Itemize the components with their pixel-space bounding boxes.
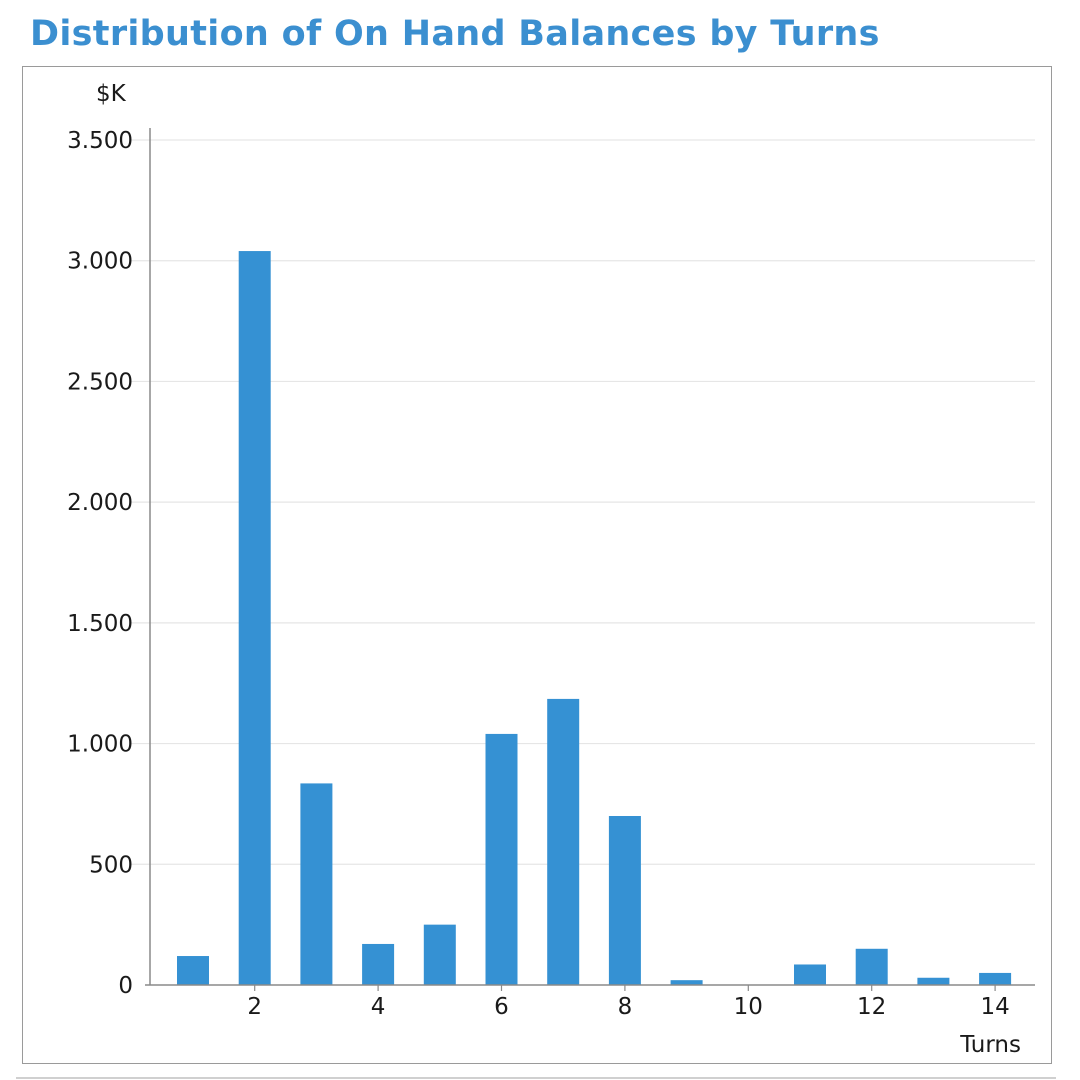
bar-turns-14 bbox=[979, 972, 1012, 985]
bar-turns-2 bbox=[238, 251, 271, 986]
bar-turns-13 bbox=[917, 977, 950, 985]
bars bbox=[177, 251, 1012, 986]
x-tick-label-3: 8 bbox=[618, 994, 633, 1020]
y-tick-label-1: 500 bbox=[89, 852, 133, 878]
y-tick-label-4: 2.000 bbox=[67, 490, 133, 516]
bar-turns-8 bbox=[608, 816, 641, 985]
y-tick-label-0: 0 bbox=[118, 973, 133, 999]
bar-turns-4 bbox=[362, 943, 395, 985]
y-tick-label-7: 3.500 bbox=[67, 128, 133, 154]
bar-turns-1 bbox=[177, 956, 209, 985]
bar-turns-3 bbox=[300, 783, 333, 985]
x-tick-labels: 2 4 6 8 10 12 14 bbox=[247, 985, 1010, 1020]
x-tick-label-5: 12 bbox=[857, 994, 886, 1020]
axes bbox=[145, 128, 1035, 986]
bar-turns-7 bbox=[547, 698, 580, 985]
gridlines bbox=[130, 139, 1035, 865]
x-tick-label-0: 2 bbox=[247, 994, 262, 1020]
bar-turns-11 bbox=[794, 964, 826, 985]
y-axis-label: $K bbox=[96, 81, 127, 107]
bar-turns-5 bbox=[423, 924, 456, 985]
x-tick-label-2: 6 bbox=[494, 994, 509, 1020]
bar-turns-12 bbox=[855, 948, 888, 985]
bottom-divider bbox=[16, 1077, 1056, 1079]
bar-turns-6 bbox=[485, 733, 518, 985]
chart-title: Distribution of On Hand Balances by Turn… bbox=[30, 14, 880, 54]
y-tick-label-6: 3.000 bbox=[67, 249, 133, 275]
x-axis-label: Turns bbox=[959, 1032, 1021, 1058]
x-tick-label-1: 4 bbox=[371, 994, 386, 1020]
x-tick-label-4: 10 bbox=[734, 994, 763, 1020]
y-tick-labels: 0 500 1.000 1.500 2.000 2.500 3.000 3.500 bbox=[67, 128, 133, 999]
y-tick-label-3: 1.500 bbox=[67, 611, 133, 637]
x-tick-label-6: 14 bbox=[980, 994, 1009, 1020]
bar-turns-9 bbox=[670, 980, 703, 985]
y-tick-label-5: 2.500 bbox=[67, 369, 133, 395]
y-tick-label-2: 1.000 bbox=[67, 732, 133, 758]
chart-frame bbox=[22, 66, 1052, 1064]
